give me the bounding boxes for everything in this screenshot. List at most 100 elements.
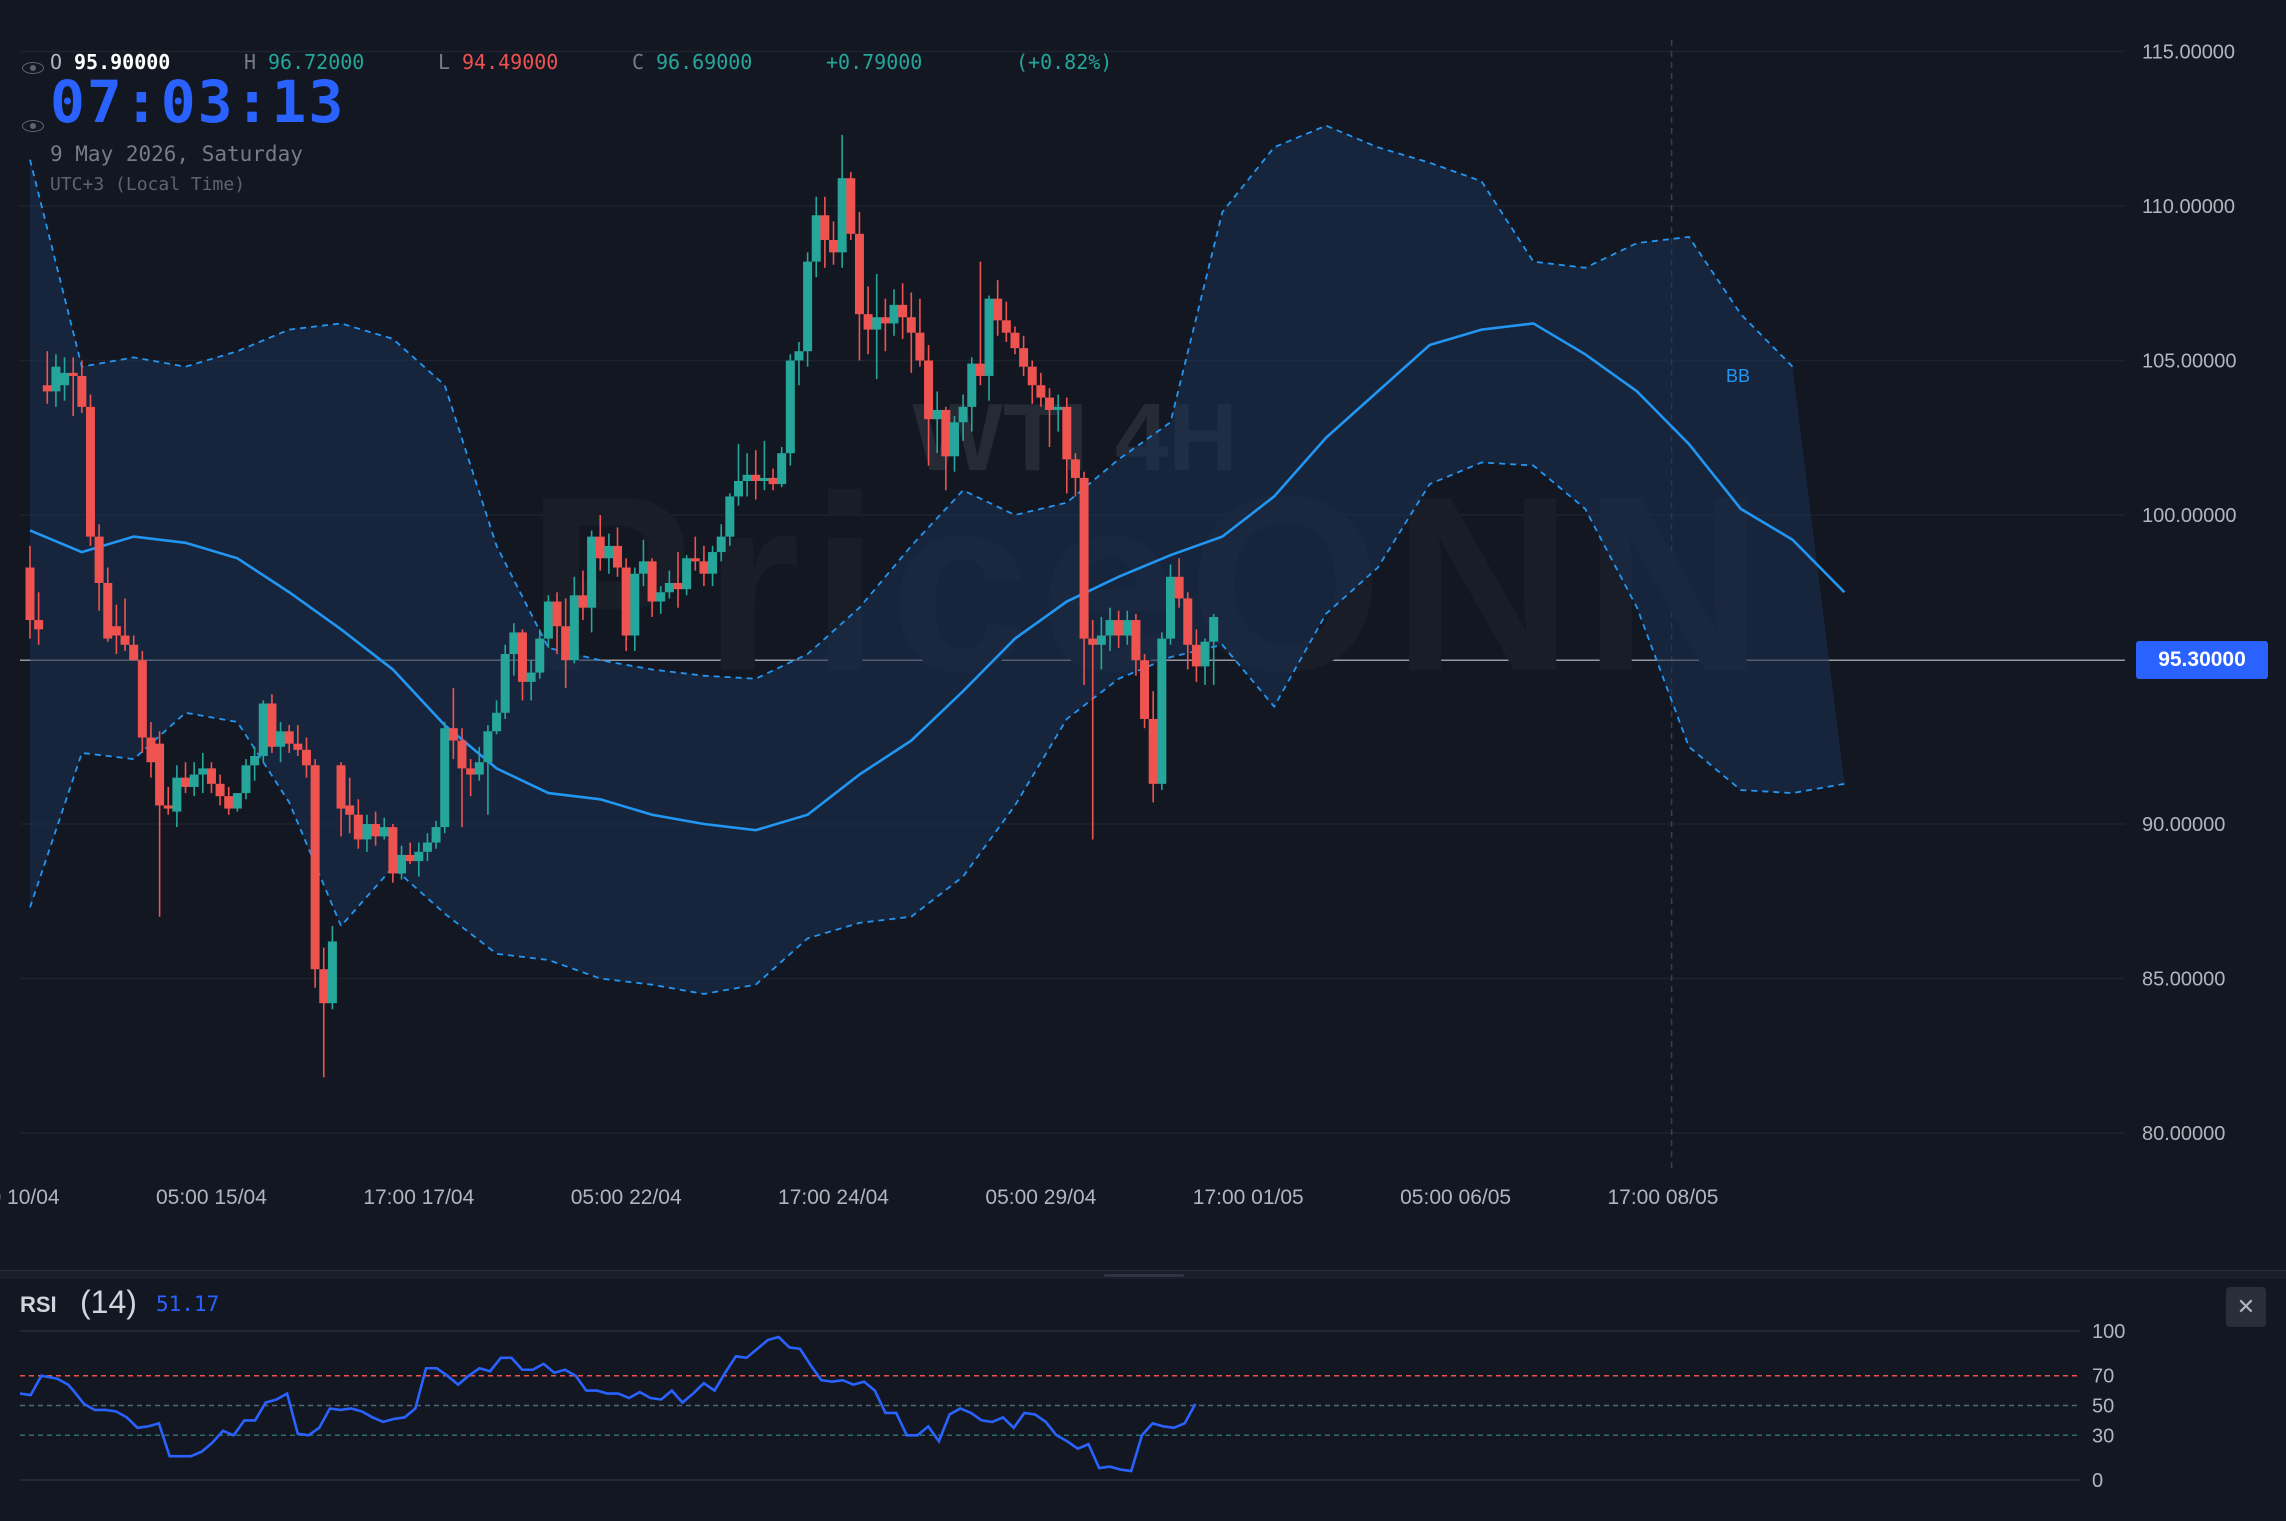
candle-body: [1174, 576, 1184, 599]
candle-body: [353, 814, 363, 840]
candle-body: [94, 536, 104, 583]
candle-body: [880, 317, 890, 324]
candle-body: [267, 703, 277, 747]
candles: [25, 134, 1219, 1078]
close-value: 96.69000: [656, 50, 753, 74]
candle-body: [1209, 616, 1219, 642]
candle-body: [1036, 385, 1046, 398]
candle-body: [1122, 620, 1132, 636]
candle-body: [1114, 620, 1124, 636]
candle-body: [578, 595, 588, 608]
candle-body: [656, 592, 666, 602]
rsi-pane: 100 70 50 30 0: [19, 1321, 2125, 1492]
candle-body: [708, 552, 718, 574]
time-axis-label: 05:00 29/04: [985, 1186, 1096, 1209]
candle-body: [215, 783, 225, 797]
axes: 115.00000 110.00000 105.00000 100.00000 90.0…: [0, 42, 2237, 1210]
candle-body: [854, 233, 864, 315]
time-axis-label: 17:00 10/04: [0, 1186, 60, 1209]
candle-body: [1001, 320, 1011, 333]
candle-body: [345, 805, 355, 815]
candle-body: [492, 712, 502, 732]
candle-body: [543, 601, 553, 639]
bb-label: BB: [1726, 366, 1751, 386]
candle-body: [310, 765, 320, 970]
candle-body: [474, 762, 484, 775]
candle-body: [483, 731, 493, 763]
candle-body: [336, 765, 346, 809]
candle-body: [561, 626, 571, 661]
time-axis-label: 17:00 01/05: [1193, 1186, 1304, 1209]
candle-body: [742, 474, 752, 482]
candle-body: [457, 740, 467, 769]
timezone-text: UTC+3 (Local Time): [50, 174, 246, 195]
candle-body: [1053, 406, 1063, 410]
change-percent: (+0.82%): [1016, 50, 1113, 74]
candle-body: [785, 360, 795, 454]
candle-body: [146, 737, 156, 763]
candle-body: [448, 728, 458, 741]
candle-body: [664, 582, 674, 593]
candle-body: [500, 654, 510, 713]
rsi-axis-label: 70: [2092, 1366, 2114, 1388]
candle-body: [60, 372, 70, 386]
time-axis-label: 17:00 08/05: [1607, 1186, 1718, 1209]
low-label: L: [438, 50, 451, 74]
candle-body: [638, 561, 648, 574]
candle-body: [1157, 638, 1167, 784]
candle-body: [630, 573, 640, 636]
candle-body: [25, 567, 35, 621]
candle-body: [232, 793, 242, 809]
high-label: H: [244, 50, 257, 74]
candle-body: [872, 317, 882, 330]
candle-body: [949, 422, 959, 457]
price-axis-label: 115.00000: [2142, 42, 2235, 64]
candle-body: [1191, 644, 1201, 667]
rsi-name: RSI: [20, 1292, 57, 1317]
candle-body: [967, 363, 977, 407]
candle-body: [172, 777, 182, 812]
high-value: 96.72000: [268, 50, 365, 74]
pane-resize-handle[interactable]: [1104, 1274, 1184, 1277]
close-label: C: [632, 50, 645, 74]
candle-body: [647, 561, 657, 602]
candle-body: [906, 317, 916, 333]
candle-body: [362, 824, 372, 840]
bb-lower: [29, 461, 1845, 995]
candle-body: [1200, 641, 1210, 667]
candle-body: [1105, 620, 1115, 636]
candle-body: [846, 178, 856, 234]
candle-body: [751, 474, 761, 482]
bb-fill: [30, 125, 1845, 994]
eye-icon[interactable]: [22, 62, 44, 74]
candle-body: [1165, 576, 1175, 639]
candle-body: [379, 827, 389, 837]
time-axis-label: 17:00 24/04: [778, 1186, 889, 1209]
candle-body: [924, 360, 934, 420]
candle-body: [526, 672, 536, 682]
rsi-axis-label: 100: [2092, 1321, 2125, 1343]
candle-body: [1010, 332, 1020, 349]
close-icon[interactable]: ✕: [2226, 1287, 2266, 1327]
candle-body: [863, 314, 873, 330]
candle-body: [932, 409, 942, 420]
candle-body: [137, 660, 147, 738]
candle-body: [941, 409, 951, 457]
eye-icon[interactable]: [22, 120, 44, 132]
candle-body: [284, 731, 294, 744]
price-axis-label: 90.00000: [2142, 814, 2225, 836]
candle-body: [198, 768, 208, 775]
candle-body: [276, 731, 286, 747]
candle-body: [984, 298, 994, 376]
candle-body: [85, 406, 95, 537]
bb-upper: [29, 124, 1794, 680]
candle-body: [587, 536, 597, 608]
price-axis-label: 80.00000: [2142, 1123, 2225, 1145]
candle-body: [768, 477, 778, 485]
price-axis-label: 105.00000: [2142, 351, 2237, 373]
candle-body: [250, 756, 260, 766]
last-price-badge: 95.30000: [2136, 641, 2268, 679]
candle-body: [552, 601, 562, 627]
